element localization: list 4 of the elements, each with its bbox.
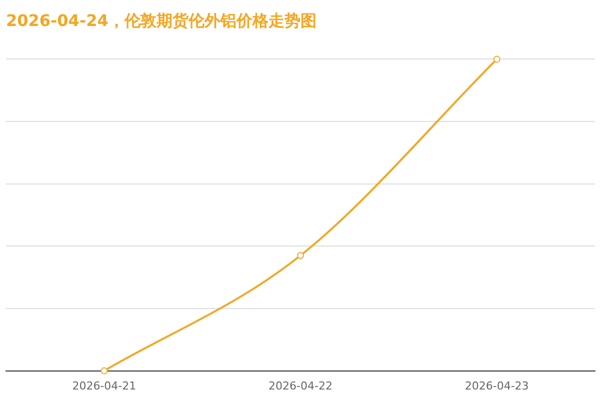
x-tick-label: 2026-04-22 — [268, 379, 332, 392]
chart-title: 2026-04-24，伦敦期货伦外铝价格走势图 — [6, 10, 316, 30]
x-tick-label: 2026-04-21 — [72, 379, 136, 392]
x-tick-label: 2026-04-23 — [464, 379, 529, 392]
